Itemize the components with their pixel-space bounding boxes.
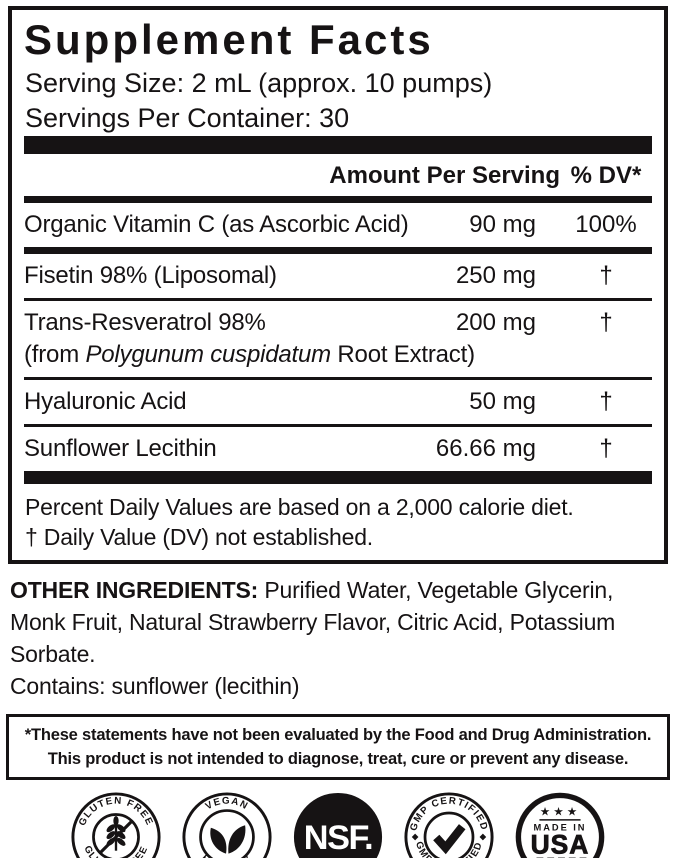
leaf-icon — [199, 809, 255, 858]
nsf-text: NSF. — [304, 819, 372, 857]
ingredient-name: Organic Vitamin C (as Ascorbic Acid) — [24, 211, 409, 239]
table-header: Amount Per Serving % DV* — [24, 154, 652, 196]
gluten-free-badge: GLUTEN FREE GLUTEN FREE — [71, 792, 161, 858]
footnote-daily-values: Percent Daily Values are based on a 2,00… — [25, 494, 574, 521]
svg-text:VEGAN: VEGAN — [204, 796, 251, 813]
disclaimer-line-1: *These statements have not been evaluate… — [24, 726, 652, 745]
contains-statement: Contains: sunflower (lecithin) — [10, 673, 300, 700]
other-ingredients: OTHER INGREDIENTS: Purified Water, Veget… — [10, 574, 666, 702]
ingredient-amount: 90 mg — [469, 211, 536, 239]
ingredient-dv: † — [599, 388, 613, 416]
row-fisetin: Fisetin 98% (Liposomal) 250 mg † — [24, 254, 652, 298]
fda-disclaimer-box: *These statements have not been evaluate… — [6, 714, 670, 781]
made-in-usa-badge: ★★★ MADE IN USA — [515, 793, 605, 858]
ingredient-amount: 66.66 mg — [435, 435, 536, 463]
source-suffix: Root Extract) — [330, 341, 475, 369]
divider-thin — [24, 377, 652, 381]
panel-title: Supplement Facts — [24, 16, 434, 63]
ingredient-dv: † — [599, 435, 613, 463]
checkmark-icon — [423, 811, 475, 858]
row-hyaluronic-acid: Hyaluronic Acid 50 mg † — [24, 380, 652, 424]
ingredient-source-note: (from Polygunum cuspidatum Root Extract) — [24, 337, 652, 369]
supplement-facts-panel: Supplement Facts Serving Size: 2 mL (app… — [8, 6, 668, 565]
divider-thin — [24, 298, 652, 302]
footnote-dv-not-established: † Daily Value (DV) not established. — [25, 524, 373, 551]
servings-per-container: Servings Per Container: 30 — [25, 103, 350, 134]
ingredient-dv: † — [599, 262, 613, 290]
other-ingredients-label: OTHER INGREDIENTS: — [10, 577, 259, 604]
divider-heavy — [24, 471, 652, 485]
serving-size: Serving Size: 2 mL (approx. 10 pumps) — [25, 68, 493, 99]
column-percent-dv: % DV* — [570, 162, 642, 190]
ingredient-amount: 200 mg — [455, 309, 536, 337]
made-in-text: MADE IN — [534, 823, 587, 833]
ingredient-name: Hyaluronic Acid — [24, 388, 187, 416]
source-botanical-name: Polygunum cuspidatum — [85, 341, 331, 369]
ingredient-name: Sunflower Lecithin — [24, 435, 217, 463]
ingredient-amount: 50 mg — [469, 388, 536, 416]
source-prefix: (from — [24, 341, 86, 369]
other-ingredients-list: Purified Water, Vegetable Glycerin, Monk… — [10, 577, 616, 668]
divider-medium — [24, 247, 652, 255]
row-sunflower-lecithin: Sunflower Lecithin 66.66 mg † — [24, 427, 652, 471]
wheat-crossed-icon — [92, 813, 140, 858]
disclaimer-line-2: This product is not intended to diagnose… — [47, 750, 629, 769]
row-vitamin-c: Organic Vitamin C (as Ascorbic Acid) 90 … — [24, 203, 652, 247]
divider-heavy — [24, 136, 652, 155]
nsf-badge: NSF. — [293, 793, 383, 858]
stars-icon: ★★★ — [540, 805, 580, 819]
side-diamonds — [411, 833, 487, 841]
panel-footnotes: Percent Daily Values are based on a 2,00… — [12, 484, 664, 560]
slash-line — [98, 819, 134, 856]
divider-thin — [24, 424, 652, 428]
certification-badges: GLUTEN FREE GLUTEN FREE — [0, 790, 676, 858]
divider-medium — [24, 196, 652, 204]
supplement-label-page: Supplement Facts Serving Size: 2 mL (app… — [0, 6, 676, 858]
ingredient-name: Trans-Resveratrol 98% — [24, 309, 266, 337]
vegan-friendly-badge: VEGAN FRIENDLY — [182, 792, 272, 858]
column-amount-per-serving: Amount Per Serving — [329, 162, 560, 190]
vegan-top-text: VEGAN — [204, 796, 249, 813]
row-trans-resveratrol: Trans-Resveratrol 98% 200 mg † (from Pol… — [24, 301, 652, 377]
ingredient-amount: 250 mg — [455, 262, 536, 290]
ingredient-name: Fisetin 98% (Liposomal) — [24, 262, 277, 290]
ingredient-dv: 100% — [575, 211, 637, 239]
gmp-certified-badge: GMP CERTIFIED GMP CERTIFIED — [404, 792, 494, 858]
ingredient-dv: † — [599, 309, 613, 337]
usa-text: USA — [531, 830, 590, 858]
